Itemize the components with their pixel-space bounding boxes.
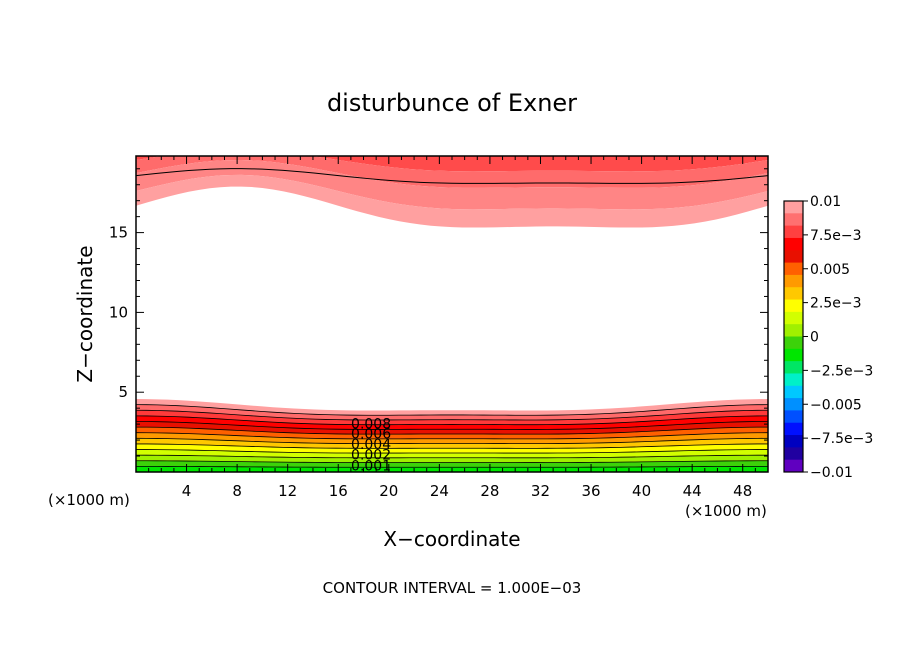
lower-band <box>136 410 768 425</box>
colorbar-swatch <box>784 422 803 436</box>
colorbar-label: 0.005 <box>810 262 850 278</box>
x-tick-label: 32 <box>531 482 550 500</box>
colorbar-swatch <box>784 348 803 362</box>
x-tick-label: 8 <box>232 482 242 500</box>
contour-line <box>136 454 768 459</box>
x-tick-label: 48 <box>733 482 752 500</box>
colorbar-label: −0.005 <box>810 397 862 413</box>
x-axis-label: X−coordinate <box>383 527 520 551</box>
colorbar-swatch <box>784 410 803 424</box>
contour-line <box>136 460 768 463</box>
colorbar-swatch <box>784 435 803 448</box>
colorbar-swatch <box>784 398 803 411</box>
upper-band <box>136 174 768 228</box>
colorbar-swatch <box>784 459 803 473</box>
contour-lines <box>136 168 768 468</box>
colorbar-swatch <box>784 324 803 337</box>
colorbar-label: 0 <box>810 330 819 346</box>
contour-label: 0.006 <box>351 427 391 443</box>
lower-band <box>136 427 768 439</box>
contour-line <box>136 437 768 445</box>
colorbar-swatch <box>784 299 803 313</box>
chart-title: disturbunce of Exner <box>327 89 577 117</box>
x-tick-label: 36 <box>581 482 600 500</box>
x-tick-label: 16 <box>329 482 348 500</box>
contour-line <box>136 465 768 468</box>
x-axis: 4 8 12 16 20 24 28 32 36 40 44 48 <box>148 156 756 500</box>
colorbar-label: 7.5e−3 <box>810 228 862 244</box>
x-tick-label: 44 <box>683 482 702 500</box>
contour-line <box>136 409 768 421</box>
colorbar-swatch <box>784 201 803 214</box>
contour-fill <box>136 156 768 472</box>
x-tick-label: 28 <box>480 482 499 500</box>
y-axis: 5 10 15 <box>109 168 768 457</box>
contour-line <box>136 421 768 430</box>
contour-line <box>136 449 768 454</box>
colorbar-swatch <box>784 385 803 399</box>
contour-line <box>136 426 768 435</box>
contour-label: 0.004 <box>351 437 391 453</box>
colorbar-swatch <box>784 225 803 239</box>
contour-line <box>136 432 768 440</box>
contour-line <box>136 404 768 416</box>
x-unit-right: (×1000 m) <box>685 502 767 520</box>
lower-band <box>136 415 768 430</box>
lower-band <box>136 438 768 449</box>
colorbar-label: −2.5e−3 <box>810 363 873 379</box>
y-tick-label: 15 <box>109 224 128 242</box>
colorbar-label: −7.5e−3 <box>810 431 873 447</box>
colorbar-swatch <box>784 336 803 350</box>
colorbar-swatch <box>784 250 803 264</box>
contour-label: 0.008 <box>351 416 391 432</box>
colorbar-swatch <box>784 237 803 251</box>
colorbar-swatch <box>784 373 803 387</box>
x-unit-left: (×1000 m) <box>48 491 130 509</box>
lower-band <box>136 449 768 458</box>
lower-band <box>136 455 768 463</box>
x-tick-label: 12 <box>278 482 297 500</box>
lower-band <box>136 432 768 444</box>
colorbar-swatch <box>784 213 803 227</box>
colorbar-swatch <box>784 287 803 301</box>
lower-band <box>136 399 768 416</box>
contour-line <box>136 415 768 426</box>
y-tick-label: 5 <box>118 383 128 401</box>
contour-line <box>136 168 768 184</box>
colorbar: 0.01 7.5e−3 0.005 2.5e−3 0 −2.5e−3 −0.005 −7.5e… <box>783 194 873 481</box>
y-tick-label: 10 <box>109 303 128 321</box>
contour-label: 0.002 <box>351 447 391 463</box>
colorbar-swatch <box>784 361 803 374</box>
lower-band <box>136 404 768 420</box>
x-tick-label: 4 <box>182 482 192 500</box>
colorbar-swatch <box>784 274 803 288</box>
x-tick-label: 24 <box>430 482 449 500</box>
y-axis-label: Z−coordinate <box>73 245 97 382</box>
colorbar-swatch <box>784 262 803 276</box>
colorbar-label: −0.01 <box>810 465 853 481</box>
upper-band <box>136 156 768 188</box>
contour-label: 0.001 <box>351 459 391 475</box>
colorbar-swatch <box>784 447 803 461</box>
colorbar-label: 2.5e−3 <box>810 296 862 312</box>
colorbar-swatch <box>784 311 803 325</box>
contour-line <box>136 443 768 449</box>
contour-interval-note: CONTOUR INTERVAL = 1.000E−03 <box>323 579 582 597</box>
x-tick-label: 40 <box>632 482 651 500</box>
colorbar-label: 0.01 <box>810 194 841 210</box>
lower-band <box>136 421 768 435</box>
upper-band <box>136 160 768 210</box>
x-tick-label: 20 <box>379 482 398 500</box>
upper-band <box>136 156 768 172</box>
